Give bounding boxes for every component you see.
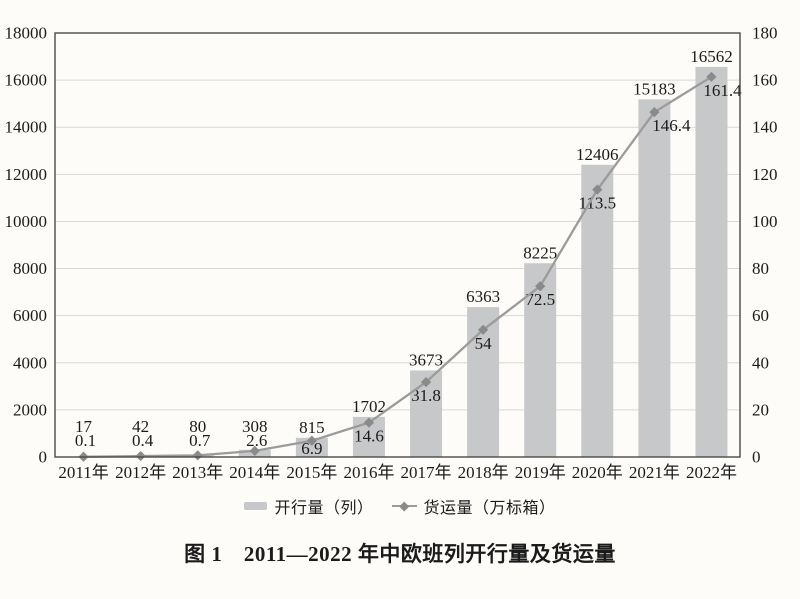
svg-text:12000: 12000 bbox=[5, 165, 48, 184]
svg-text:2022年: 2022年 bbox=[686, 463, 737, 482]
svg-text:20: 20 bbox=[752, 400, 769, 419]
svg-text:815: 815 bbox=[299, 418, 325, 437]
figure-chart: 0 2000 4000 6000 8000 10000 12000 14000 16000 180… bbox=[5, 24, 778, 567]
svg-text:18000: 18000 bbox=[5, 24, 48, 43]
svg-text:0: 0 bbox=[39, 448, 48, 467]
svg-text:60: 60 bbox=[752, 306, 769, 325]
svg-text:180: 180 bbox=[752, 24, 778, 43]
svg-text:15183: 15183 bbox=[633, 79, 676, 98]
svg-text:2000: 2000 bbox=[13, 400, 47, 419]
svg-text:8225: 8225 bbox=[523, 243, 557, 262]
svg-text:140: 140 bbox=[752, 118, 778, 137]
svg-text:100: 100 bbox=[752, 212, 778, 231]
svg-text:0.7: 0.7 bbox=[189, 431, 211, 450]
svg-text:6363: 6363 bbox=[466, 287, 500, 306]
svg-text:4000: 4000 bbox=[13, 353, 47, 372]
svg-text:16000: 16000 bbox=[5, 71, 48, 90]
svg-text:6000: 6000 bbox=[13, 306, 47, 325]
svg-text:2011年: 2011年 bbox=[58, 463, 108, 482]
svg-text:14000: 14000 bbox=[5, 118, 48, 137]
svg-text:2017年: 2017年 bbox=[401, 463, 452, 482]
legend-label-trains-operated: 开行量（列） bbox=[274, 500, 374, 517]
svg-text:2019年: 2019年 bbox=[515, 463, 566, 482]
svg-text:2014年: 2014年 bbox=[229, 463, 280, 482]
svg-text:42: 42 bbox=[132, 417, 149, 436]
figure-caption: 图 1 2011—2022 年中欧班列开行量及货运量 bbox=[184, 542, 616, 566]
svg-text:40: 40 bbox=[752, 353, 769, 372]
svg-text:54: 54 bbox=[475, 334, 493, 353]
svg-text:2012年: 2012年 bbox=[115, 463, 166, 482]
svg-text:160: 160 bbox=[752, 71, 778, 90]
svg-text:146.4: 146.4 bbox=[652, 116, 691, 135]
chart-canvas: 0 2000 4000 6000 8000 10000 12000 14000 16000 180… bbox=[5, 24, 778, 483]
svg-text:2018年: 2018年 bbox=[458, 463, 509, 482]
chart-legend: 开行量（列） 货运量（万标箱） bbox=[0, 494, 800, 518]
svg-text:308: 308 bbox=[242, 417, 268, 436]
svg-text:161.4: 161.4 bbox=[703, 81, 742, 100]
svg-text:2021年: 2021年 bbox=[629, 463, 680, 482]
svg-text:72.5: 72.5 bbox=[525, 290, 555, 309]
svg-text:2015年: 2015年 bbox=[286, 463, 337, 482]
svg-text:10000: 10000 bbox=[5, 212, 48, 231]
svg-text:16562: 16562 bbox=[690, 47, 733, 66]
svg-text:120: 120 bbox=[752, 165, 778, 184]
legend-item-freight-volume: 货运量（万标箱） bbox=[391, 494, 556, 518]
bar-series-swatch-icon bbox=[244, 502, 268, 510]
svg-text:8000: 8000 bbox=[13, 259, 47, 278]
svg-text:0.4: 0.4 bbox=[132, 431, 154, 450]
svg-text:113.5: 113.5 bbox=[578, 194, 616, 213]
svg-text:80: 80 bbox=[189, 417, 206, 436]
svg-text:12406: 12406 bbox=[576, 145, 619, 164]
svg-text:6.9: 6.9 bbox=[301, 439, 322, 458]
svg-text:80: 80 bbox=[752, 259, 769, 278]
svg-text:1702: 1702 bbox=[352, 397, 386, 416]
svg-text:31.8: 31.8 bbox=[411, 386, 441, 405]
svg-text:14.6: 14.6 bbox=[354, 427, 384, 446]
svg-text:0.1: 0.1 bbox=[75, 431, 96, 450]
legend-label-freight-volume: 货运量（万标箱） bbox=[423, 500, 556, 517]
svg-text:3673: 3673 bbox=[409, 350, 443, 369]
svg-text:0: 0 bbox=[752, 448, 761, 467]
svg-text:2020年: 2020年 bbox=[572, 463, 623, 482]
svg-text:2.6: 2.6 bbox=[246, 431, 267, 450]
svg-text:17: 17 bbox=[75, 417, 93, 436]
legend-item-trains-operated: 开行量（列） bbox=[244, 494, 373, 518]
svg-text:2016年: 2016年 bbox=[343, 463, 394, 482]
svg-text:2013年: 2013年 bbox=[172, 463, 223, 482]
line-series-swatch-icon bbox=[391, 501, 417, 511]
diamond-marker-icon bbox=[399, 501, 409, 511]
